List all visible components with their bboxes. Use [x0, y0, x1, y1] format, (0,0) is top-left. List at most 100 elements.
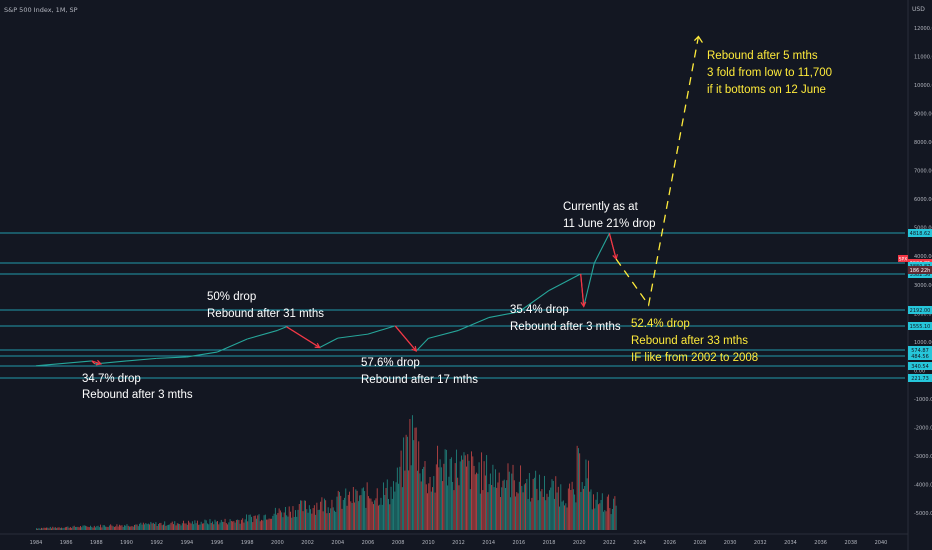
- x-tick-label: 1998: [241, 540, 254, 546]
- volume-bar: [200, 521, 202, 530]
- volume-bar: [584, 486, 586, 530]
- volume-bar: [129, 526, 130, 530]
- volume-bar: [122, 526, 124, 530]
- price-segment: [488, 311, 519, 319]
- volume-bar: [179, 523, 181, 530]
- volume-bar: [540, 491, 542, 530]
- volume-bar: [330, 508, 332, 530]
- volume-bar: [239, 523, 241, 530]
- volume-bar: [427, 493, 428, 530]
- y-tick-label: 7000.00: [914, 169, 932, 175]
- countdown-label: 186 22h: [910, 268, 931, 274]
- volume-bar: [565, 503, 567, 530]
- volume-bar: [150, 521, 152, 530]
- volume-bar: [385, 487, 387, 530]
- price-segment: [156, 356, 187, 359]
- volume-bar: [383, 482, 384, 530]
- volume-bar: [345, 488, 347, 530]
- y-tick-label: 5000.00: [914, 226, 932, 232]
- volume-bar: [409, 419, 411, 530]
- volume-bar: [93, 525, 95, 530]
- x-tick-label: 2012: [452, 540, 465, 546]
- volume-bar: [449, 458, 451, 530]
- y-tick-label: 9000.00: [914, 112, 932, 118]
- x-tick-label: 2002: [301, 540, 314, 546]
- volume-bar: [77, 526, 79, 530]
- volume-bar: [608, 494, 610, 530]
- volume-bar: [120, 525, 122, 530]
- volume-bar: [258, 514, 260, 530]
- volume-bar: [194, 520, 196, 530]
- volume-bar: [135, 524, 137, 530]
- x-tick-label: 2024: [633, 540, 646, 546]
- volume-bar: [598, 504, 599, 530]
- volume-bar: [459, 461, 461, 530]
- volume-bar: [180, 525, 182, 530]
- volume-bar: [361, 488, 363, 530]
- volume-bar: [536, 488, 538, 530]
- volume-bar: [399, 466, 401, 530]
- volume-bar: [317, 509, 319, 530]
- volume-bar: [466, 466, 467, 530]
- volume-bar: [547, 496, 549, 530]
- price-level-tag-label: 484.56: [911, 354, 929, 360]
- volume-bar: [502, 480, 504, 530]
- drop-arrow-head: [314, 342, 321, 349]
- drop-2-label: 50% drop: [207, 291, 256, 303]
- volume-bar: [467, 454, 469, 530]
- volume-bar: [590, 489, 592, 530]
- volume-bar: [147, 523, 149, 530]
- volume-bar: [124, 525, 125, 530]
- volume-bar: [168, 524, 169, 530]
- x-tick-label: 2032: [754, 540, 767, 546]
- volume-bar: [166, 525, 168, 530]
- drop-arrow-line: [608, 233, 617, 260]
- volume-bar: [306, 509, 308, 530]
- y-tick-label: 1000.00: [914, 340, 932, 346]
- volume-bar: [191, 521, 193, 530]
- volume-bar: [171, 521, 173, 530]
- volume-bar: [43, 527, 45, 530]
- volume-bar: [57, 527, 59, 530]
- volume-bar: [38, 528, 40, 530]
- volume-bar: [525, 483, 527, 530]
- volume-bar: [41, 527, 42, 530]
- volume-bar: [220, 519, 222, 530]
- volume-bar: [564, 505, 566, 530]
- volume-bar: [577, 448, 579, 530]
- volume-bar: [82, 525, 84, 530]
- volume-bar: [136, 524, 138, 530]
- volume-bar: [457, 477, 459, 530]
- volume-bar: [155, 522, 157, 530]
- volume-bar: [196, 520, 198, 530]
- volume-bar: [256, 518, 257, 530]
- volume-bar: [334, 510, 335, 530]
- price-level-tag: [908, 362, 932, 370]
- projection-down-line3: IF like from 2002 to 2008: [631, 352, 758, 364]
- drop-4-label: 35.4% drop: [510, 304, 569, 316]
- volume-bar: [183, 520, 185, 530]
- price-segment: [428, 329, 459, 339]
- volume-bar: [526, 478, 528, 530]
- volume-bar: [371, 501, 373, 530]
- symbol-tag-label: SPX: [899, 257, 908, 263]
- price-segment: [247, 329, 278, 340]
- volume-bar: [413, 440, 415, 530]
- volume-bar: [209, 519, 211, 530]
- x-tick-label: 2018: [543, 540, 556, 546]
- volume-bar: [401, 487, 403, 530]
- volume-bar: [170, 522, 172, 530]
- volume-bar: [326, 513, 328, 530]
- volume-bar: [340, 495, 342, 530]
- y-tick-label: 4000.00: [914, 254, 932, 260]
- volume-bar: [157, 523, 159, 530]
- volume-bar: [132, 526, 134, 530]
- volume-bar: [576, 445, 578, 530]
- price-level-tags: 4818.623900.853880.873582.362192.001555.…: [898, 229, 932, 382]
- volume-bar: [64, 527, 66, 530]
- volume-bar: [360, 495, 362, 530]
- volume-bar: [59, 528, 61, 530]
- volume-bar: [307, 512, 309, 530]
- volume-bar: [61, 527, 63, 530]
